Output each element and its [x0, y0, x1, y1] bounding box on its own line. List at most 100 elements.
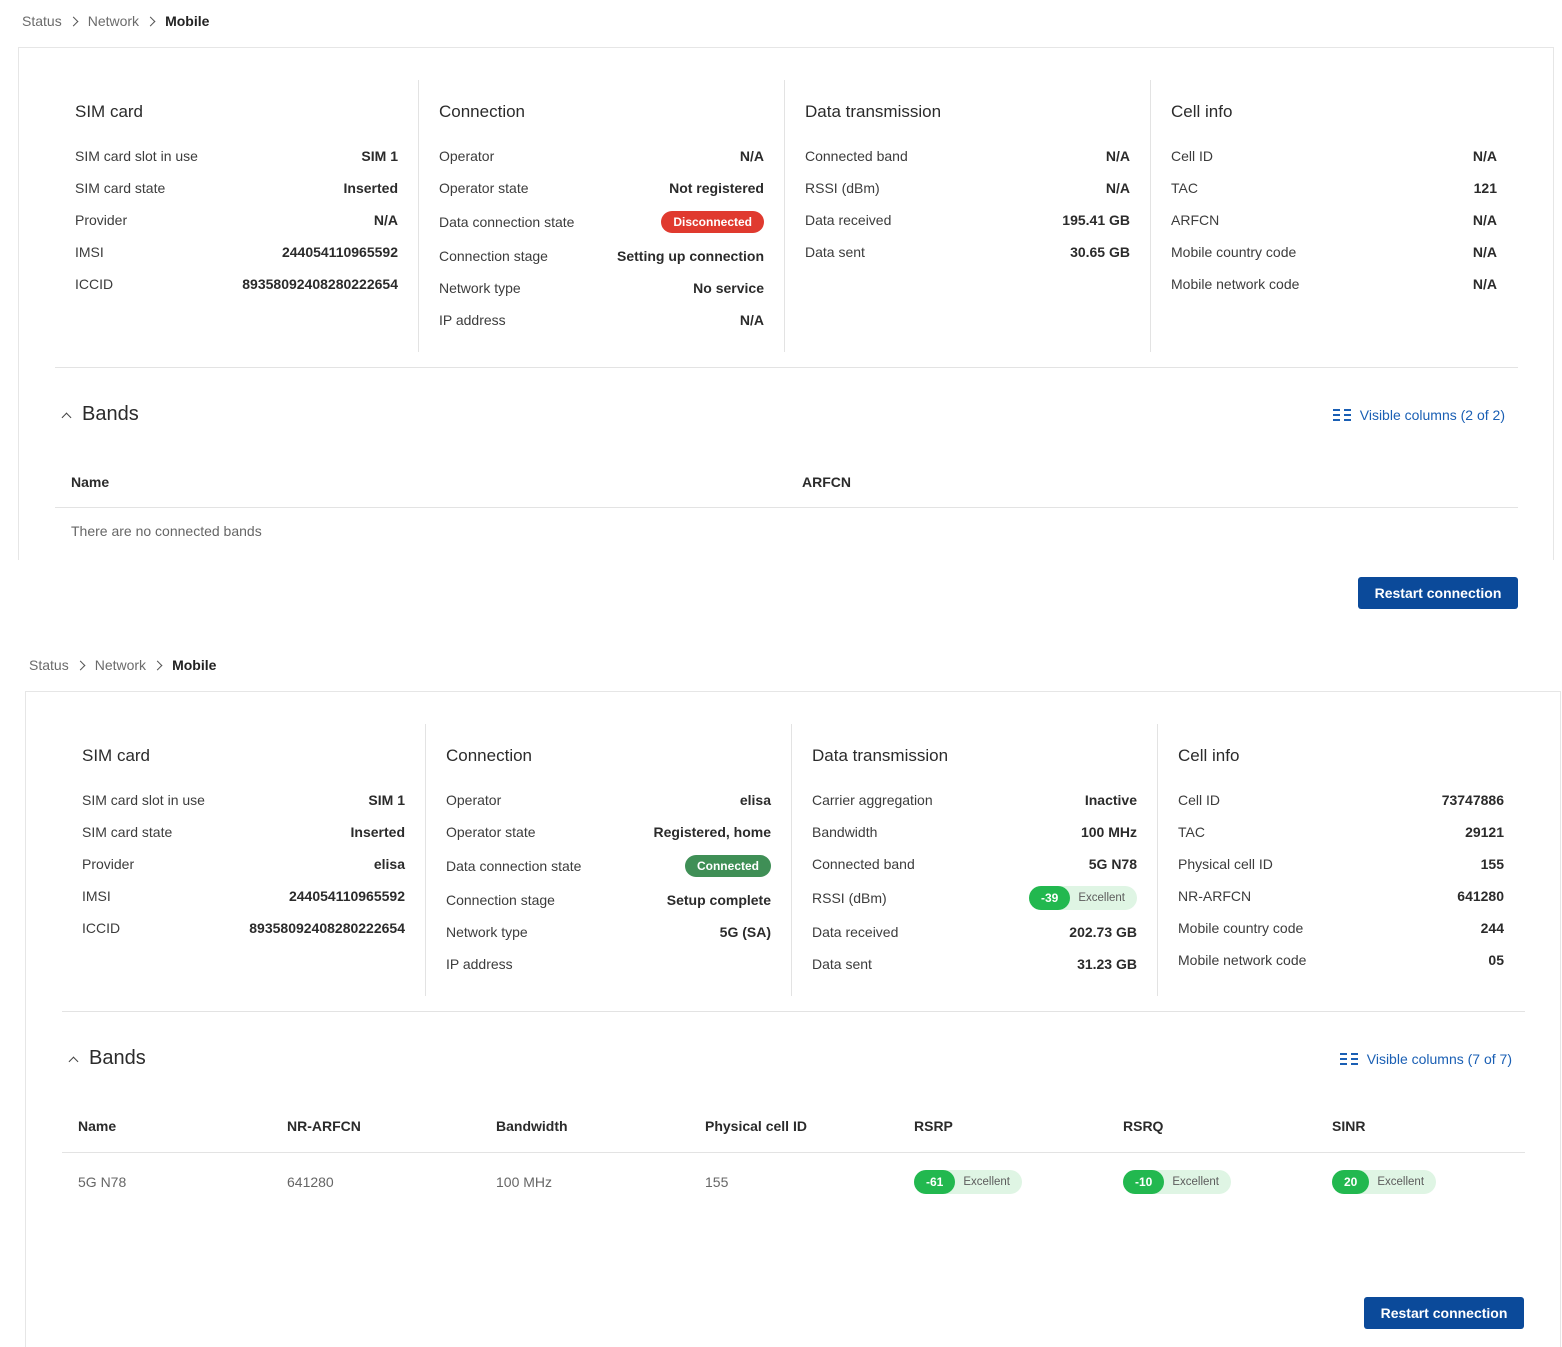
row-value: N/A	[739, 312, 764, 328]
visible-columns-label: Visible columns (2 of 2)	[1359, 407, 1505, 423]
row-key: Connected band	[812, 856, 915, 872]
row-value: Registered, home	[653, 824, 771, 840]
signal-value: -39	[1028, 886, 1071, 910]
columns-icon	[1332, 409, 1351, 421]
column-header-physical-cell-id[interactable]: Physical cell ID	[705, 1118, 807, 1134]
row-value: N/A	[1105, 148, 1130, 164]
row-key: SIM card slot in use	[82, 792, 205, 808]
breadcrumb-network[interactable]: Network	[87, 13, 140, 29]
row-value: SIM 1	[361, 148, 398, 164]
row-value: 155	[1480, 856, 1504, 872]
connection-section: Connection Operator N/A Operator state Not…	[419, 80, 785, 352]
row-value: Setting up connection	[617, 248, 764, 264]
info-row: TAC 121	[1171, 172, 1497, 204]
row-key: TAC	[1171, 180, 1198, 196]
table-header-divider	[55, 507, 1518, 508]
screen-connected: Status Network Mobile SIM card SIM card …	[0, 644, 1562, 1347]
section-title: Cell info	[1178, 746, 1240, 765]
connection-section: Connection Operator elisa Operator state R…	[426, 724, 792, 996]
info-row: Operator N/A	[439, 140, 764, 172]
chevron-right-icon	[68, 16, 79, 26]
row-value: 31.23 GB	[1077, 956, 1137, 972]
row-key: Data connection state	[446, 858, 582, 874]
row-key: ICCID	[82, 920, 121, 936]
restart-connection-button[interactable]: Restart connection	[1364, 1297, 1524, 1329]
row-value: Setup complete	[666, 892, 771, 908]
info-row: Mobile country code N/A	[1171, 236, 1497, 268]
band-name-cell: 5G N78	[78, 1174, 127, 1190]
signal-value: -10	[1123, 1170, 1165, 1194]
column-header-rsrp[interactable]: RSRP	[914, 1118, 953, 1134]
row-key: Provider	[82, 856, 135, 872]
row-key: IMSI	[82, 888, 111, 904]
visible-columns-button[interactable]: Visible columns (2 of 2)	[1332, 407, 1505, 423]
columns-icon	[1339, 1053, 1358, 1065]
row-key: Cell ID	[1171, 148, 1214, 164]
breadcrumb-network[interactable]: Network	[94, 657, 147, 673]
signal-quality: Excellent	[1377, 1176, 1425, 1188]
info-row: Provider elisa	[82, 848, 405, 880]
column-header-nr-arfcn[interactable]: NR-ARFCN	[287, 1118, 361, 1134]
breadcrumb: Status Network Mobile	[22, 13, 209, 29]
section-divider	[62, 1011, 1525, 1012]
restart-connection-button[interactable]: Restart connection	[1358, 577, 1518, 609]
visible-columns-label: Visible columns (7 of 7)	[1366, 1051, 1512, 1067]
row-value: 29121	[1465, 824, 1504, 840]
row-value: N/A	[1105, 180, 1130, 196]
row-value: 89358092408280222654	[242, 276, 398, 292]
column-header-bandwidth[interactable]: Bandwidth	[496, 1118, 568, 1134]
row-key: Bandwidth	[812, 824, 878, 840]
band-bandwidth-cell: 100 MHz	[496, 1174, 553, 1190]
row-value: Inserted	[350, 824, 405, 840]
row-key: NR-ARFCN	[1178, 888, 1252, 904]
signal-value: -61	[914, 1170, 956, 1194]
section-title: SIM card	[75, 102, 144, 121]
row-key: Operator	[439, 148, 495, 164]
chevron-right-icon	[145, 16, 156, 26]
bands-title: Bands	[82, 403, 139, 425]
info-row: Network type 5G (SA)	[446, 916, 771, 948]
row-key: SIM card slot in use	[75, 148, 198, 164]
chevron-up-icon	[61, 412, 72, 422]
row-value: N/A	[739, 148, 764, 164]
rsrq-badge: -10 Excellent	[1123, 1170, 1232, 1194]
info-row: ARFCN N/A	[1171, 204, 1497, 236]
info-row: Data received 202.73 GB	[812, 916, 1137, 948]
bands-toggle[interactable]: Bands	[55, 403, 139, 426]
row-value: N/A	[373, 212, 398, 228]
info-row: RSSI (dBm) -39 Excellent	[812, 880, 1137, 916]
info-row: Connection stage Setting up connection	[439, 240, 764, 272]
section-title: Data transmission	[812, 746, 949, 765]
rsrp-badge: -61 Excellent	[914, 1170, 1023, 1194]
info-row: SIM card slot in use SIM 1	[75, 140, 398, 172]
bands-toggle[interactable]: Bands	[62, 1047, 146, 1070]
sinr-badge: 20 Excellent	[1332, 1170, 1437, 1194]
visible-columns-button[interactable]: Visible columns (7 of 7)	[1339, 1051, 1512, 1067]
row-value: No service	[693, 280, 764, 296]
chevron-right-icon	[75, 660, 86, 670]
row-value: 121	[1473, 180, 1497, 196]
row-key: TAC	[1178, 824, 1205, 840]
section-title: Cell info	[1171, 102, 1233, 121]
info-row: Provider N/A	[75, 204, 398, 236]
row-key: IMSI	[75, 244, 104, 260]
column-header-name[interactable]: Name	[78, 1118, 117, 1134]
breadcrumb-status[interactable]: Status	[29, 657, 69, 673]
row-value: 05	[1488, 952, 1504, 968]
info-row: Mobile country code 244	[1178, 912, 1504, 944]
section-title: Data transmission	[805, 102, 942, 121]
info-row: NR-ARFCN 641280	[1178, 880, 1504, 912]
row-value: 641280	[1457, 888, 1504, 904]
column-header-sinr[interactable]: SINR	[1332, 1118, 1366, 1134]
row-key: SIM card state	[75, 180, 166, 196]
row-key: Data received	[812, 924, 899, 940]
column-header-name[interactable]: Name	[71, 474, 110, 490]
signal-quality: Excellent	[963, 1176, 1011, 1188]
row-key: Connected band	[805, 148, 908, 164]
column-header-rsrq[interactable]: RSRQ	[1123, 1118, 1164, 1134]
column-header-arfcn[interactable]: ARFCN	[802, 474, 851, 490]
breadcrumb-status[interactable]: Status	[22, 13, 62, 29]
info-row: Data sent 31.23 GB	[812, 948, 1137, 980]
row-key: Mobile country code	[1171, 244, 1297, 260]
signal-quality-badge: -39 Excellent	[1028, 886, 1137, 910]
